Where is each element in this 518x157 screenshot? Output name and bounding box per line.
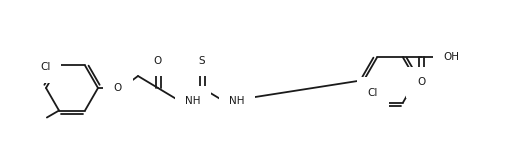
Text: O: O — [417, 78, 425, 87]
Text: S: S — [199, 56, 205, 66]
Text: Cl: Cl — [368, 87, 378, 97]
Text: O: O — [114, 83, 122, 93]
Text: Cl: Cl — [40, 62, 51, 73]
Text: OH: OH — [443, 52, 459, 62]
Text: NH: NH — [229, 96, 244, 106]
Text: NH: NH — [185, 96, 200, 106]
Text: O: O — [154, 56, 162, 66]
